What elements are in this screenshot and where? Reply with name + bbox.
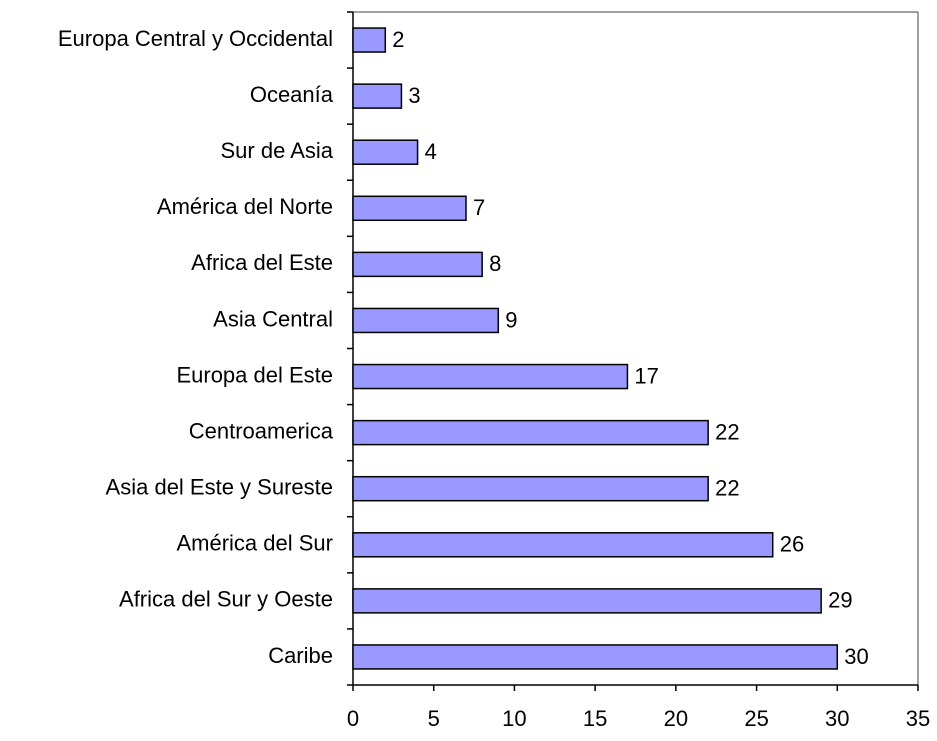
y-tick-label: Centroamerica: [189, 418, 334, 443]
bar: [352, 644, 839, 670]
bar: [352, 27, 387, 53]
x-tick-label: 20: [664, 706, 688, 731]
y-tick-label: América del Norte: [157, 194, 333, 219]
y-tick-label: América del Sur: [176, 531, 333, 556]
x-tick-label: 25: [744, 706, 768, 731]
bar: [352, 307, 500, 334]
data-label: 2: [392, 27, 404, 52]
data-label: 30: [844, 644, 868, 669]
x-tick-label: 10: [502, 706, 526, 731]
data-label: 7: [473, 195, 485, 220]
bar: [352, 588, 822, 614]
y-tick-label: Asia Central: [213, 306, 333, 331]
y-tick-label: Oceanía: [250, 82, 334, 107]
bar: [352, 251, 483, 278]
x-tick-label: 15: [583, 706, 607, 731]
data-label: 3: [408, 83, 420, 108]
bar: [352, 475, 709, 502]
data-label: 26: [780, 532, 804, 557]
data-label: 4: [425, 139, 437, 164]
y-tick-label: Caribe: [268, 643, 333, 668]
bar: [352, 532, 774, 558]
y-tick-label: Europa del Este: [176, 362, 333, 387]
data-label: 17: [634, 363, 658, 388]
data-label: 8: [489, 251, 501, 276]
y-tick-label: Africa del Sur y Oeste: [119, 587, 333, 612]
y-tick-label: Asia del Este y Sureste: [106, 475, 333, 500]
x-tick-label: 0: [347, 706, 359, 731]
data-label: 22: [715, 419, 739, 444]
y-tick-label: Africa del Este: [191, 250, 333, 275]
data-label: 9: [505, 307, 517, 332]
y-tick-label: Europa Central y Occidental: [58, 26, 333, 51]
bar: [352, 139, 419, 165]
x-tick-label: 30: [825, 706, 849, 731]
bar: [352, 83, 403, 109]
x-tick-label: 5: [428, 706, 440, 731]
y-tick-label: Sur de Asia: [220, 138, 333, 163]
bar: [352, 363, 629, 390]
bar: [352, 195, 467, 222]
data-label: 29: [828, 588, 852, 613]
bar: [352, 419, 709, 446]
x-tick-label: 35: [906, 706, 930, 731]
data-label: 22: [715, 476, 739, 501]
